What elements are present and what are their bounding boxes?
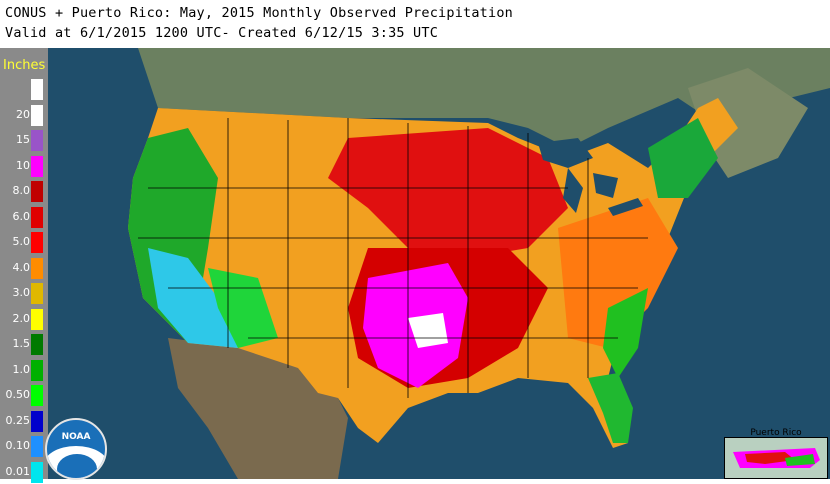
legend-label: 6.0 <box>12 209 31 223</box>
lake-erie <box>608 198 643 216</box>
legend-item: 15 <box>0 129 48 152</box>
southeast-green <box>603 288 648 378</box>
state-borders <box>138 118 648 398</box>
legend-swatch <box>31 334 43 355</box>
legend-label: 0.50 <box>5 388 31 401</box>
legend-swatch <box>31 257 43 279</box>
precipitation-map <box>48 48 830 479</box>
legend-swatch <box>31 436 43 457</box>
puerto-rico-inset: Puerto Rico <box>724 428 828 479</box>
legend-swatch <box>31 410 43 432</box>
legend-item: 3.0 <box>0 282 48 305</box>
legend-label: 1.0 <box>12 362 31 376</box>
canada-land <box>138 48 830 148</box>
legend-label: 0.25 <box>5 413 31 427</box>
legend-item: 2.0 <box>0 308 48 331</box>
map-header: CONUS + Puerto Rico: May, 2015 Monthly O… <box>0 0 830 48</box>
legend-swatch <box>31 130 43 151</box>
lake-michigan <box>563 168 583 213</box>
noaa-logo-text: NOAA <box>61 432 91 442</box>
legend-item: 1.5 <box>0 333 48 356</box>
puerto-rico-label: Puerto Rico <box>750 428 802 438</box>
legend-label: 10 <box>16 158 30 172</box>
legend-item: 4.0 <box>0 257 48 280</box>
northern-plains-red <box>328 128 568 258</box>
legend-label: 15 <box>16 133 30 146</box>
lake-superior <box>538 138 593 168</box>
florida <box>588 373 633 443</box>
noaa-logo: NOAA <box>45 418 107 480</box>
legend-label: 20 <box>16 107 30 121</box>
northeast-green <box>648 118 718 198</box>
legend-swatch <box>31 232 43 253</box>
legend-swatch <box>31 283 43 304</box>
legend-label: 1.5 <box>12 337 31 350</box>
legend-item: 0.10 <box>0 435 48 458</box>
legend-label: 5.0 <box>12 235 31 248</box>
legend-swatch <box>31 308 43 330</box>
legend-item: 8.0 <box>0 180 48 203</box>
lake-huron <box>593 173 618 198</box>
extreme-rainfall-area <box>408 313 448 348</box>
canada-maritimes <box>688 68 808 178</box>
legend-swatch <box>31 79 43 100</box>
legend-label: 0.01 <box>5 464 31 478</box>
legend-item: 0.25 <box>0 410 48 433</box>
legend-label: 8.0 <box>12 184 31 197</box>
legend-swatch <box>31 359 43 381</box>
puerto-rico-map <box>733 448 820 468</box>
legend-swatch <box>31 206 43 228</box>
legend-item: 10 <box>0 155 48 178</box>
legend-swatch <box>31 155 43 177</box>
legend-label: 0.10 <box>5 439 31 452</box>
legend-item: 0.50 <box>0 384 48 407</box>
legend-swatch <box>31 461 43 483</box>
legend-label: 4.0 <box>12 260 31 274</box>
noaa-logo-inner <box>57 454 97 478</box>
legend-title: Inches <box>3 58 46 73</box>
legend-swatch <box>31 181 43 202</box>
legend-item: 6.0 <box>0 206 48 229</box>
legend-item: 0.01 <box>0 461 48 484</box>
legend-item: 20 <box>0 104 48 127</box>
legend-swatch <box>31 104 43 126</box>
legend-item: 1.0 <box>0 359 48 382</box>
legend-item: 5.0 <box>0 231 48 254</box>
precipitation-legend: Inches 20 15 10 8.0 6.0 5.0 4.0 3.0 2.0 1.5 1.0 0.5… <box>0 48 48 483</box>
legend-swatch <box>31 385 43 406</box>
legend-label: 3.0 <box>12 286 31 299</box>
map-subtitle: Valid at 6/1/2015 1200 UTC- Created 6/12… <box>5 25 439 41</box>
map-title: CONUS + Puerto Rico: May, 2015 Monthly O… <box>5 5 513 21</box>
legend-label: 2.0 <box>12 311 31 325</box>
california-dry-region <box>148 248 238 348</box>
legend-item <box>0 78 48 101</box>
